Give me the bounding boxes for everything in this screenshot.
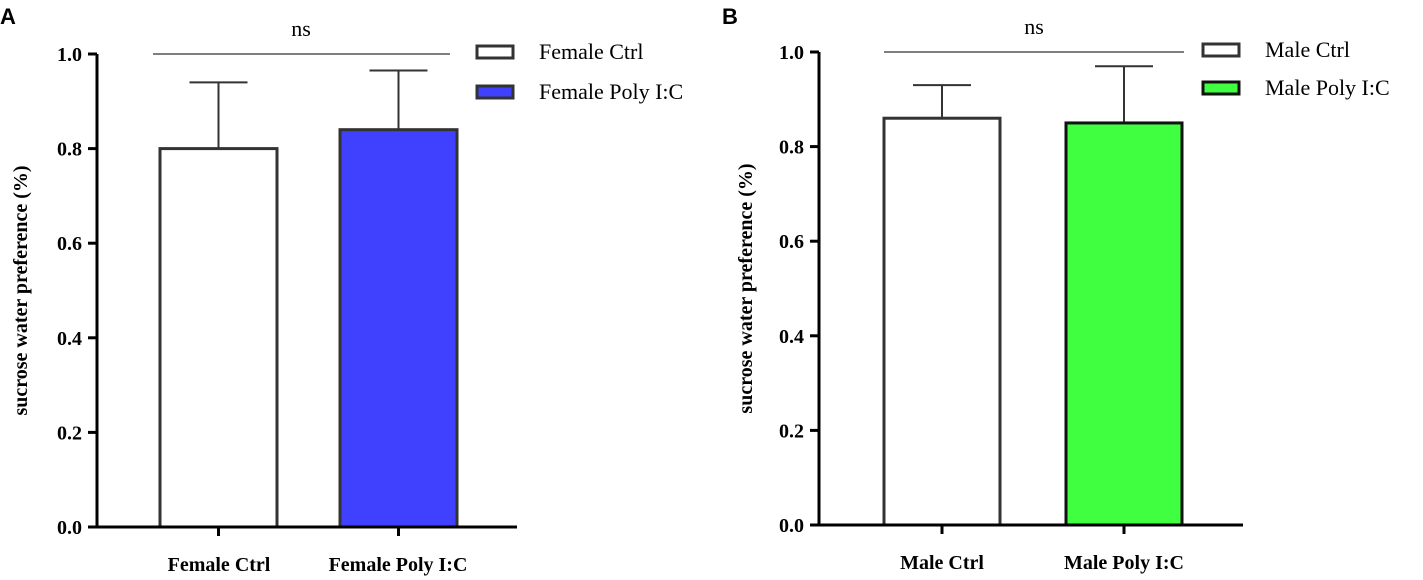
significance-label: ns [291,16,311,41]
bar [882,116,1002,527]
bar [158,147,279,529]
legend-label: Female Poly I:C [539,79,683,104]
y-tick-label: 0.6 [57,233,82,255]
legend-swatch [1201,80,1241,96]
legend-label: Male Ctrl [1265,37,1350,62]
panel-letter: B [722,4,738,29]
y-tick-label: 1.0 [57,44,82,66]
y-axis-title: sucrose water preference (%) [735,163,757,413]
bar [1064,121,1184,527]
y-tick-label: 0.8 [779,137,804,159]
x-tick-label: Female Ctrl [168,554,271,576]
legend-swatch [1201,42,1241,58]
y-tick-label: 0.0 [57,517,82,539]
y-tick-label: 0.6 [779,231,804,253]
legend-swatch [475,84,515,100]
y-tick-label: 0.2 [779,420,804,442]
x-tick-label: Male Poly I:C [1064,552,1184,574]
y-tick-label: 0.2 [57,422,82,444]
significance-label: ns [1024,14,1044,39]
bar [338,128,459,529]
legend-label: Female Ctrl [539,39,643,64]
y-tick-label: 0.4 [57,328,82,350]
x-tick-label: Female Poly I:C [329,554,468,576]
y-tick-label: 0.0 [779,515,804,537]
panel-letter: A [0,4,16,29]
x-tick-label: Male Ctrl [900,552,984,574]
legend-label: Male Poly I:C [1265,75,1390,100]
legend-swatch [475,44,515,60]
y-tick-label: 1.0 [779,42,804,64]
y-tick-label: 0.8 [57,139,82,161]
y-tick-label: 0.4 [779,326,804,348]
y-axis-title: sucrose water preference (%) [10,165,32,415]
